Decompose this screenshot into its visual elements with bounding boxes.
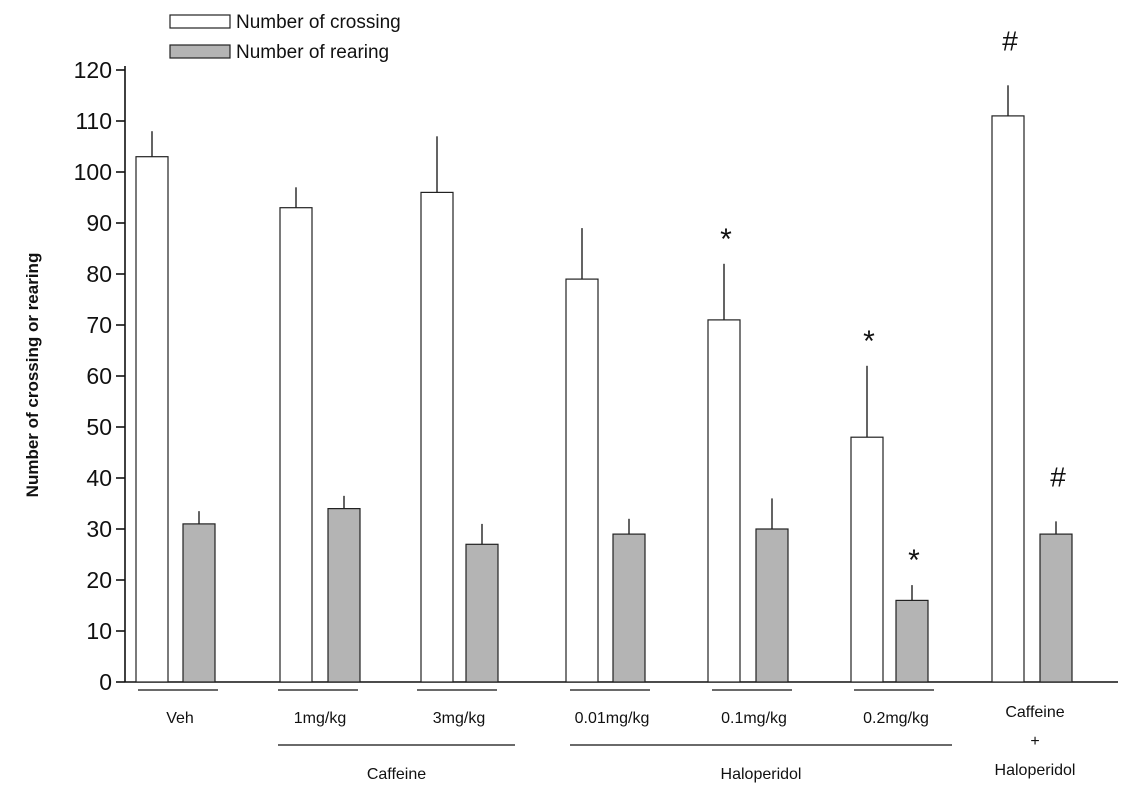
crossing-bar	[420, 191, 454, 683]
y-tick-label: 50	[86, 414, 112, 440]
category-label: 0.01mg/kg	[575, 710, 650, 727]
group-label: Haloperidol	[721, 766, 802, 783]
crossing-bar	[565, 278, 599, 683]
crossing-bar	[707, 319, 741, 683]
legend-swatch	[169, 44, 231, 59]
y-tick-label: 90	[86, 210, 112, 236]
rearing-bar	[612, 533, 646, 683]
category-label: 0.2mg/kg	[863, 710, 929, 727]
crossing-bar	[991, 115, 1025, 683]
y-tick-label: 110	[75, 108, 112, 134]
y-tick-label: 100	[74, 159, 112, 185]
hash-annotation: #	[1002, 25, 1018, 56]
legend-swatch	[169, 14, 231, 29]
rearing-bar	[327, 508, 361, 683]
category-label: Haloperidol	[995, 762, 1076, 779]
category-label: 1mg/kg	[294, 710, 346, 727]
category-label: 3mg/kg	[433, 710, 485, 727]
legend-label: Number of crossing	[236, 12, 401, 33]
bars	[135, 85, 1073, 683]
rearing-bar	[465, 543, 499, 683]
y-tick-label: 120	[74, 57, 112, 83]
category-label: +	[1030, 733, 1039, 750]
crossing-bar	[850, 436, 884, 683]
category-label: Veh	[166, 710, 194, 727]
rearing-bar	[182, 523, 216, 683]
crossing-bar	[279, 207, 313, 683]
rearing-bar	[1039, 533, 1073, 683]
asterisk-annotation: *	[908, 544, 920, 577]
y-tick-label: 20	[86, 567, 112, 593]
group-label: Caffeine	[367, 766, 426, 783]
y-tick-label: 30	[86, 516, 112, 542]
hash-annotation: #	[1050, 461, 1066, 492]
crossing-bar	[135, 156, 169, 683]
asterisk-annotation: *	[720, 223, 732, 256]
rearing-bar	[755, 528, 789, 683]
y-axis-label: Number of crossing or rearing	[23, 253, 42, 498]
category-label: Caffeine	[1005, 704, 1064, 721]
y-tick-label: 0	[99, 669, 112, 695]
axes: 0 10 20 30 40 50 60 70 80 90 100 110 120	[74, 57, 1118, 695]
rearing-bar	[895, 599, 929, 683]
legend-label: Number of rearing	[236, 42, 389, 63]
y-tick-label: 10	[86, 618, 112, 644]
y-tick-label: 40	[86, 465, 112, 491]
annotations: * * * # #	[720, 25, 1066, 577]
y-tick-label: 70	[86, 312, 112, 338]
y-tick-label: 60	[86, 363, 112, 389]
category-label: 0.1mg/kg	[721, 710, 787, 727]
legend: Number of crossing Number of rearing	[169, 12, 401, 63]
asterisk-annotation: *	[863, 325, 875, 358]
y-tick-label: 80	[86, 261, 112, 287]
x-axis-categories: Veh 1mg/kg 3mg/kg 0.01mg/kg 0.1mg/kg 0.2mg/kg…	[138, 689, 1076, 783]
